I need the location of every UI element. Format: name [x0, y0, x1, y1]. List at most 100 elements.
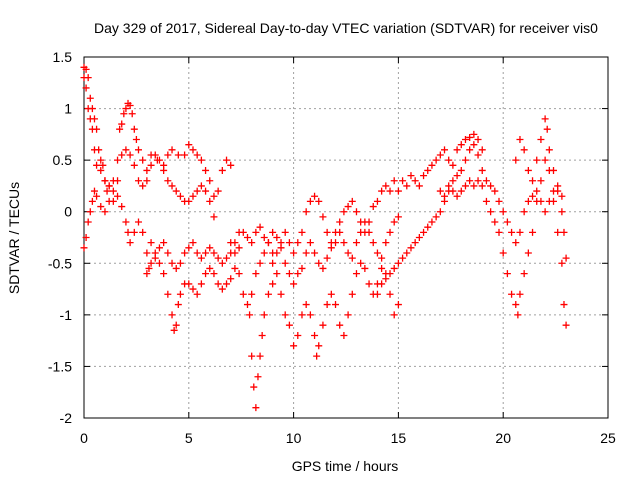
data-point	[390, 264, 398, 272]
data-point	[118, 151, 126, 159]
data-point	[143, 177, 151, 185]
data-point	[294, 239, 302, 247]
data-point	[319, 321, 327, 329]
data-point	[223, 280, 231, 288]
data-point	[373, 197, 381, 205]
data-point	[223, 254, 231, 262]
data-point	[386, 187, 394, 195]
data-point	[491, 187, 499, 195]
data-point	[294, 331, 302, 339]
data-point	[512, 156, 520, 164]
data-point	[88, 197, 96, 205]
data-point	[562, 254, 570, 262]
y-axis-label: SDTVAR / TECUs	[6, 182, 22, 294]
data-point	[311, 331, 319, 339]
data-point	[256, 223, 264, 231]
data-point	[277, 239, 285, 247]
data-point	[290, 249, 298, 257]
y-tick-label: -0.5	[48, 255, 72, 271]
data-point	[453, 172, 461, 180]
data-point	[260, 234, 268, 241]
data-point	[319, 264, 327, 272]
data-point	[315, 197, 323, 205]
data-point	[174, 151, 182, 159]
x-tick-label: 10	[286, 430, 302, 446]
data-point	[147, 239, 155, 247]
data-point	[357, 259, 365, 267]
data-point	[390, 177, 398, 185]
data-point	[424, 223, 432, 231]
y-tick-label: 1.5	[53, 49, 73, 65]
data-point	[461, 182, 469, 190]
data-point	[558, 259, 566, 267]
data-point	[130, 125, 138, 133]
data-point	[114, 156, 122, 164]
data-point	[269, 259, 277, 267]
data-point	[256, 259, 264, 267]
data-point	[503, 218, 511, 226]
data-point	[210, 249, 218, 257]
data-point	[160, 270, 168, 278]
data-point	[390, 311, 398, 319]
data-point	[436, 187, 444, 195]
data-point	[461, 156, 469, 164]
y-tick-label: -2	[60, 410, 73, 426]
y-tick-label: 1	[64, 101, 72, 117]
data-point	[206, 244, 214, 252]
data-point	[139, 156, 147, 164]
data-point	[323, 301, 331, 309]
data-point	[348, 254, 356, 262]
data-point	[436, 208, 444, 216]
data-point	[252, 404, 260, 412]
data-point	[97, 203, 105, 211]
data-point	[260, 249, 268, 257]
data-point	[327, 290, 335, 298]
data-point	[93, 161, 101, 169]
data-point	[90, 187, 98, 195]
data-series-trace-6	[248, 239, 402, 360]
data-point	[273, 270, 281, 278]
data-point	[441, 146, 449, 154]
x-tick-label: 0	[80, 430, 88, 446]
data-point	[174, 301, 182, 309]
data-point	[441, 192, 449, 200]
data-point	[386, 228, 394, 236]
data-point	[323, 254, 331, 262]
data-point	[97, 156, 105, 164]
data-point	[122, 105, 130, 113]
data-point	[457, 187, 465, 195]
data-point	[399, 177, 407, 185]
data-point	[449, 177, 457, 185]
data-point	[495, 197, 503, 205]
data-point	[516, 228, 524, 236]
data-point	[340, 239, 348, 247]
data-point	[185, 197, 193, 205]
data-point	[214, 187, 222, 195]
data-point	[432, 156, 440, 164]
data-point	[415, 182, 423, 190]
data-point	[311, 249, 319, 257]
data-point	[537, 177, 545, 185]
data-point	[516, 290, 524, 298]
data-point	[361, 228, 369, 236]
data-point	[239, 290, 247, 298]
data-point	[248, 239, 256, 247]
data-point	[445, 156, 453, 164]
data-point	[264, 239, 272, 247]
data-point	[533, 187, 541, 195]
data-point	[132, 136, 140, 144]
data-series-trace-8	[373, 141, 566, 298]
data-point	[250, 383, 258, 391]
data-point	[550, 197, 558, 205]
data-point	[315, 259, 323, 267]
x-tick-label: 20	[495, 430, 511, 446]
data-point	[109, 177, 117, 185]
data-point	[478, 182, 486, 190]
data-point	[210, 213, 218, 221]
data-point	[474, 136, 482, 144]
data-point	[239, 228, 247, 236]
data-point	[503, 270, 511, 278]
data-point	[172, 187, 180, 195]
data-point	[227, 275, 235, 283]
data-point	[84, 105, 92, 113]
